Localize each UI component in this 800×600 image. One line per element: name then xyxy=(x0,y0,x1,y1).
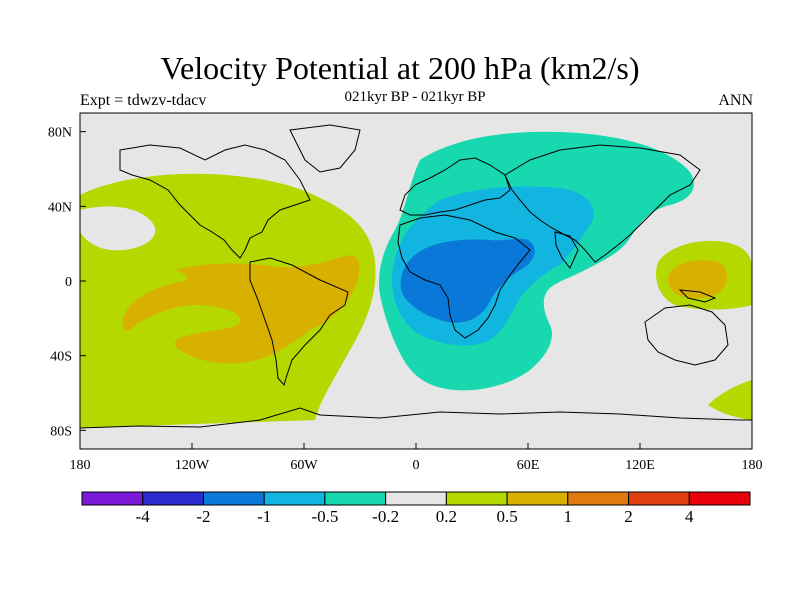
colorbar-label: 1 xyxy=(564,507,573,526)
coast-antarctica xyxy=(80,407,752,429)
colorbar-label: -0.2 xyxy=(372,507,399,526)
y-tick-label: 80N xyxy=(48,126,72,141)
x-tick-label: 120E xyxy=(625,458,655,473)
coast-india xyxy=(554,231,579,269)
x-tick-label: 180 xyxy=(70,458,91,473)
colorbar-box xyxy=(688,491,751,506)
contour-neutral-pacific xyxy=(80,206,156,251)
colorbar-box xyxy=(567,491,630,506)
colorbar-box xyxy=(142,491,204,506)
x-tick-label: 60E xyxy=(517,458,540,473)
y-tick-label: 80S xyxy=(50,424,72,439)
colorbar-label: -2 xyxy=(196,507,210,526)
colorbar-label: 0.5 xyxy=(496,507,517,526)
colorbar-box xyxy=(385,491,447,506)
coast-new-guinea xyxy=(678,289,717,303)
y-tick-label: 40S xyxy=(50,350,72,365)
colorbar-box xyxy=(445,491,508,506)
colorbar-box xyxy=(263,491,326,506)
colorbar-box xyxy=(628,491,690,506)
coast-greenland xyxy=(289,124,361,173)
colorbar-box xyxy=(202,491,265,506)
x-tick-label: 60W xyxy=(290,458,318,473)
plot-subtitle: 021kyr BP - 021kyr BP xyxy=(344,89,486,105)
colorbar-label: -1 xyxy=(257,507,271,526)
coast-south-america xyxy=(249,257,349,387)
colorbar-label: 0.2 xyxy=(436,507,457,526)
y-tick-label: 40N xyxy=(48,200,72,215)
x-tick-label: 120W xyxy=(175,458,210,473)
colorbar-box xyxy=(81,491,144,506)
coast-europe xyxy=(399,157,511,216)
coast-africa xyxy=(397,214,531,339)
contour-min-africa xyxy=(400,238,535,323)
coast-asia xyxy=(504,144,701,263)
colorbar-label: -4 xyxy=(136,507,151,526)
colorbar-label: -0.5 xyxy=(311,507,338,526)
colorbar-box xyxy=(324,491,387,506)
contour-fills xyxy=(80,131,752,428)
contour-max-wpacific xyxy=(668,260,727,299)
coast-australia xyxy=(644,304,729,366)
contour-max-southamerica xyxy=(122,255,360,364)
contour-positive-southeast xyxy=(708,380,752,420)
season-label: ANN xyxy=(718,92,753,109)
colorbar-box xyxy=(506,491,569,506)
plot-title: Velocity Potential at 200 hPa (km2/s) xyxy=(160,50,640,86)
coast-north-america xyxy=(119,144,311,259)
y-tick-label: 0 xyxy=(65,275,72,290)
coastlines xyxy=(80,124,752,429)
axis-ticks: 180 120W 60W 0 60E 120E 180 80N 40N 0 40S 80S xyxy=(48,126,763,473)
x-tick-label: 0 xyxy=(413,458,420,473)
x-tick-label: 180 xyxy=(742,458,763,473)
experiment-label: Expt = tdwzv-tdacv xyxy=(80,92,207,109)
colorbar: -4 -2 -1 -0.5 -0.2 0.2 0.5 1 2 4 xyxy=(81,491,751,526)
colorbar-label: 4 xyxy=(685,507,694,526)
colorbar-label: 2 xyxy=(624,507,633,526)
